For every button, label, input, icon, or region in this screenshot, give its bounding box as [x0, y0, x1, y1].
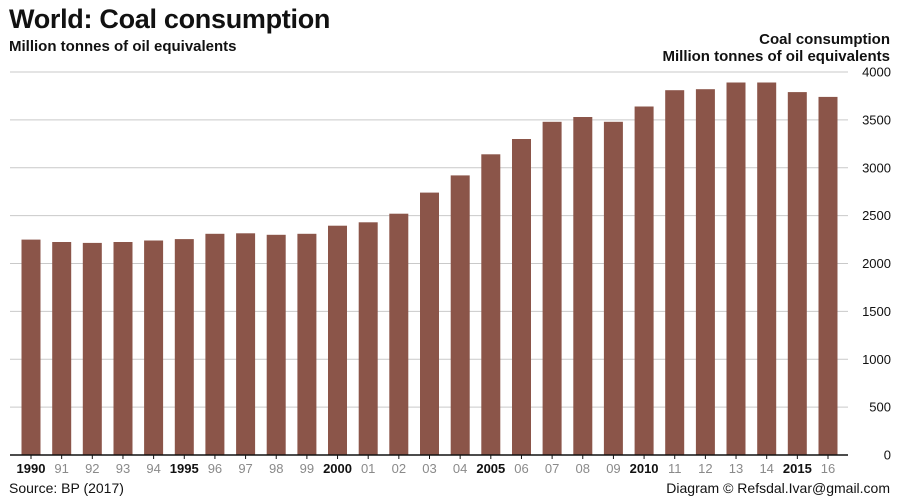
x-tick-label: 1995: [170, 461, 199, 476]
bar-07: [542, 121, 562, 456]
x-tick-label: 97: [238, 461, 252, 476]
x-tick-label: 2010: [630, 461, 659, 476]
bar-11: [665, 90, 685, 455]
bars: [21, 82, 838, 456]
chart-title: World: Coal consumption: [9, 4, 331, 34]
bar-13: [726, 82, 746, 455]
bar-12: [695, 89, 715, 455]
bar-06: [512, 139, 531, 455]
bar-02: [389, 213, 409, 455]
x-tick-label: 09: [606, 461, 620, 476]
x-tick-label: 12: [698, 461, 712, 476]
y-tick-label: 1500: [862, 304, 891, 319]
y-tick-label: 500: [869, 400, 891, 415]
y-tick-label: 0: [884, 448, 891, 463]
x-tick-label: 94: [146, 461, 160, 476]
x-tick-label: 16: [821, 461, 835, 476]
y-tick-label: 3000: [862, 160, 891, 175]
x-tick-label: 1990: [17, 461, 46, 476]
x-tick-label: 96: [208, 461, 222, 476]
bar-92: [82, 242, 102, 455]
x-tick-label: 98: [269, 461, 283, 476]
bar-08: [573, 117, 593, 455]
y-tick-label: 4000: [862, 65, 891, 80]
x-tick-label: 92: [85, 461, 99, 476]
y-tick-label: 3500: [862, 112, 891, 127]
bar-1990: [21, 239, 41, 455]
bar-2000: [328, 225, 347, 455]
bar-98: [266, 234, 286, 455]
y-tick-label: 2500: [862, 208, 891, 223]
source-note: Source: BP (2017): [9, 480, 124, 496]
y-axis-title-line1: Coal consumption: [759, 31, 890, 48]
y-tick-label: 1000: [862, 352, 891, 367]
x-tick-label: 91: [54, 461, 68, 476]
x-tick-label: 01: [361, 461, 375, 476]
bar-97: [236, 233, 256, 455]
x-tick-label: 2005: [476, 461, 505, 476]
x-tick-label: 11: [668, 461, 682, 476]
bar-96: [205, 233, 225, 455]
bar-93: [113, 242, 133, 455]
bar-2010: [634, 106, 654, 455]
bar-04: [450, 175, 470, 455]
x-tick-label: 07: [545, 461, 559, 476]
bar-16: [818, 96, 838, 456]
x-tick-label: 04: [453, 461, 467, 476]
bar-01: [358, 222, 378, 455]
bar-99: [297, 233, 317, 455]
y-axis-title-line2: Million tonnes of oil equivalents: [662, 48, 890, 65]
x-tick-label: 08: [576, 461, 590, 476]
x-tick-label: 03: [422, 461, 436, 476]
x-tick-label: 14: [759, 461, 773, 476]
bar-1995: [174, 239, 194, 455]
credit-note: Diagram © Refsdal.Ivar@gmail.com: [666, 480, 890, 496]
x-tick-label: 99: [300, 461, 314, 476]
x-tick-label: 93: [116, 461, 130, 476]
chart-subtitle: Million tonnes of oil equivalents: [9, 38, 237, 55]
x-tick-label: 02: [392, 461, 406, 476]
x-tick-label: 2015: [783, 461, 812, 476]
bar-03: [420, 192, 439, 455]
bar-91: [52, 242, 72, 455]
bar-2005: [481, 154, 501, 456]
y-tick-labels: 0 500 1000 1500 2000 2500 3000 3500 4000: [862, 65, 891, 463]
bar-94: [144, 240, 164, 455]
x-tick-label: 13: [729, 461, 743, 476]
x-tick-label: 06: [514, 461, 528, 476]
y-tick-label: 2000: [862, 256, 891, 271]
bar-09: [603, 121, 623, 456]
bar-14: [757, 82, 777, 455]
x-tick-label: 2000: [323, 461, 352, 476]
x-tick-labels: 1990 91 92 93 94 1995 96 97 98 99 2000 01 02 03 04 2005…: [17, 455, 835, 476]
bar-2015: [787, 92, 807, 455]
